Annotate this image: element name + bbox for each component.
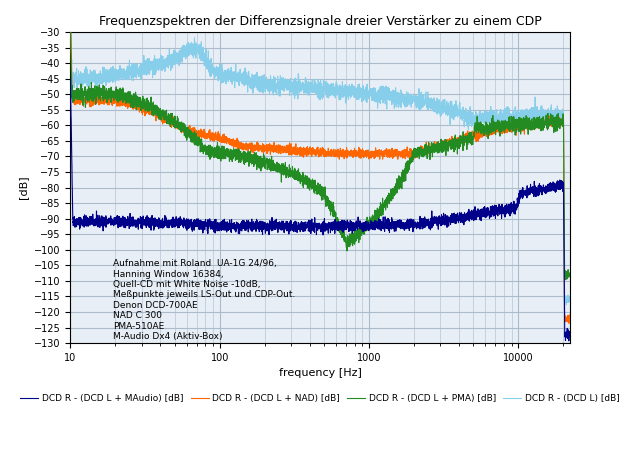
X-axis label: frequency [Hz]: frequency [Hz] (278, 368, 362, 378)
DCD R - (DCD L + NAD) [dB] (525, 120, 533, 126)
DCD R - (DCD L + PMA) [dB] (276, 170, 284, 176)
Text: Aufnahme mit Roland  UA-1G 24/96,
Hanning Window 16384,
Quell-CD mit White Noise: Aufnahme mit Roland UA-1G 24/96, Hanning… (113, 259, 295, 341)
DCD R - (DCD L + MAudio) [dB] (304, 87, 312, 92)
DCD R - (DCD L + PMA) [dB] (525, 115, 533, 120)
DCD R - (DCD L + PMA) [dB] (429, 145, 437, 151)
DCD R - (DCD L + NAD) [dB] (67, 16, 74, 22)
DCD R - (DCD L + NAD) [dB] (429, 143, 437, 148)
DCD R - (DCD L) [dB] (280, 230, 288, 235)
DCD R - (DCD L) [dB] (429, 217, 437, 222)
DCD R - (DCD L) [dB] (304, 222, 312, 227)
DCD R - (DCD L + MAudio) [dB] (67, 5, 74, 10)
DCD R - (DCD L + NAD) [dB] (280, 144, 288, 149)
Line: DCD R - (DCD L + NAD) [dB]: DCD R - (DCD L + NAD) [dB] (70, 19, 570, 323)
DCD R - (DCD L + PMA) [dB] (550, 115, 558, 120)
Line: DCD R - (DCD L) [dB]: DCD R - (DCD L) [dB] (70, 79, 570, 341)
DCD R - (DCD L + MAudio) [dB] (280, 83, 288, 88)
DCD R - (DCD L) [dB] (276, 222, 284, 228)
DCD R - (DCD L + PMA) [dB] (304, 181, 312, 186)
DCD R - (DCD L + MAudio) [dB] (563, 302, 570, 308)
DCD R - (DCD L + NAD) [dB] (565, 321, 573, 326)
Line: DCD R - (DCD L + PMA) [dB]: DCD R - (DCD L + PMA) [dB] (70, 19, 570, 280)
DCD R - (DCD L + MAudio) [dB] (525, 112, 533, 117)
DCD R - (DCD L + MAudio) [dB] (429, 107, 437, 112)
DCD R - (DCD L) [dB] (67, 76, 74, 82)
DCD R - (DCD L + PMA) [dB] (562, 277, 570, 282)
DCD R - (DCD L + PMA) [dB] (280, 167, 288, 172)
Line: DCD R - (DCD L + MAudio) [dB]: DCD R - (DCD L + MAudio) [dB] (70, 8, 570, 305)
DCD R - (DCD L) [dB] (550, 181, 558, 186)
DCD R - (DCD L + NAD) [dB] (566, 312, 573, 318)
Y-axis label: [dB]: [dB] (19, 176, 28, 199)
Legend: DCD R - (DCD L + MAudio) [dB], DCD R - (DCD L + NAD) [dB], DCD R - (DCD L + PMA): DCD R - (DCD L + MAudio) [dB], DCD R - (… (17, 391, 623, 407)
DCD R - (DCD L) [dB] (566, 333, 573, 338)
DCD R - (DCD L + NAD) [dB] (304, 151, 312, 157)
DCD R - (DCD L + MAudio) [dB] (566, 299, 573, 304)
DCD R - (DCD L + NAD) [dB] (550, 120, 558, 125)
DCD R - (DCD L) [dB] (525, 189, 533, 195)
DCD R - (DCD L + PMA) [dB] (566, 274, 573, 280)
DCD R - (DCD L + MAudio) [dB] (276, 82, 284, 88)
DCD R - (DCD L + NAD) [dB] (276, 147, 284, 153)
Title: Frequenzspektren der Differenzsignale dreier Verstärker zu einem CDP: Frequenzspektren der Differenzsignale dr… (99, 15, 541, 28)
DCD R - (DCD L + MAudio) [dB] (550, 108, 558, 114)
DCD R - (DCD L) [dB] (565, 338, 573, 343)
DCD R - (DCD L + PMA) [dB] (67, 16, 74, 21)
